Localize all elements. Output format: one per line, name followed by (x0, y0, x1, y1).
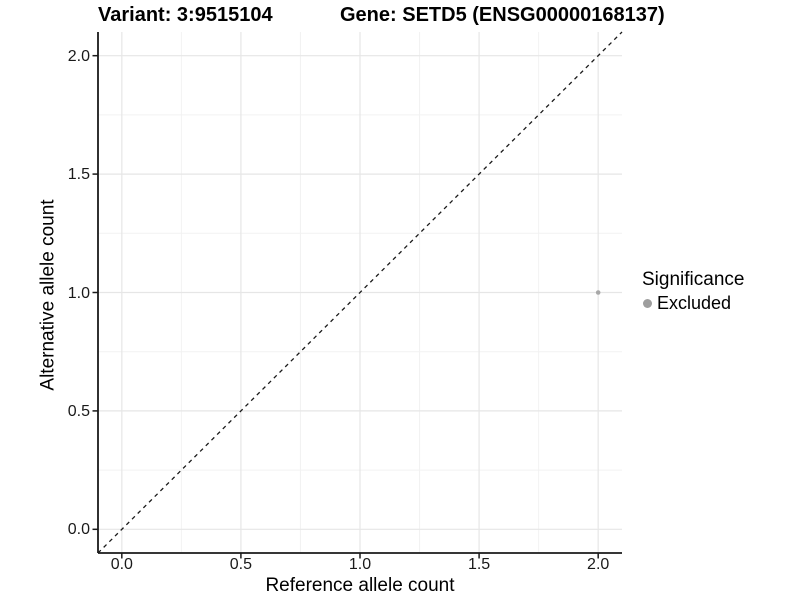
x-tick-label: 0.5 (229, 556, 253, 573)
y-tick-label: 0.0 (67, 521, 90, 539)
x-tick-label: 1.0 (348, 556, 372, 573)
legend-item-excluded: Excluded (642, 292, 744, 314)
y-tick-label: 2.0 (67, 47, 90, 65)
y-tick-label: 0.5 (67, 402, 90, 420)
identity-dashed-line (97, 31, 623, 554)
x-tick-label: 2.0 (587, 556, 610, 573)
legend-item-label: Excluded (657, 293, 732, 313)
y-tick-label: 1.0 (67, 284, 90, 302)
excluded-point-swatch (643, 298, 652, 308)
legend: Significance Excluded (642, 268, 744, 314)
plot-panel (92, 31, 623, 559)
x-tick-label: 0.0 (110, 556, 133, 573)
x-axis-title: Reference allele count (265, 575, 455, 596)
plot-title-variant: Variant: 3:9515104 (98, 4, 273, 26)
x-tick-label: 1.5 (467, 556, 491, 573)
legend-title: Significance (642, 269, 745, 290)
plot-title-gene: Gene: SETD5 (ENSG00000168137) (340, 4, 665, 26)
data-point (595, 290, 601, 295)
plot-canvas (92, 31, 623, 559)
y-tick-label: 1.5 (67, 166, 90, 184)
